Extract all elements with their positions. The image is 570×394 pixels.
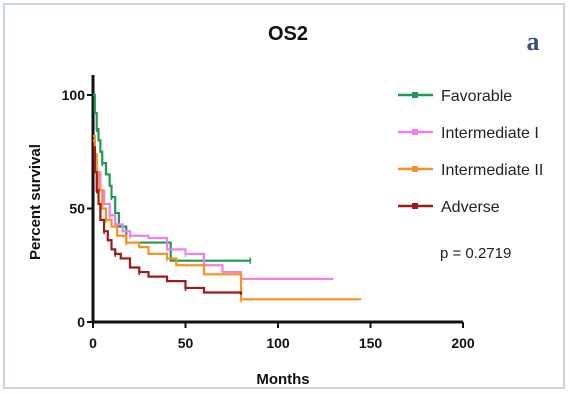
x-axis-label: Months (256, 371, 309, 387)
figure-frame: OS2 a Months Percent survival 0 50 100 150 2… (3, 3, 565, 389)
legend: Favorable Intermediate I Intermediate II Ad… (398, 88, 543, 216)
x-tick-label: 0 (89, 335, 97, 351)
legend-label-0: Favorable (441, 88, 512, 105)
legend-label-3: Adverse (441, 199, 500, 216)
legend-marker-0 (412, 92, 418, 98)
x-tick-label: 50 (178, 335, 194, 351)
y-axis-label: Percent survival (27, 144, 44, 260)
legend-marker-3 (412, 203, 418, 209)
x-tick-label: 200 (451, 335, 475, 351)
p-value-annotation: p = 0.2719 (440, 245, 511, 262)
axes (87, 75, 464, 328)
tick-labels: 0 50 100 150 200 0 50 100 (62, 87, 475, 351)
legend-marker-2 (412, 166, 418, 172)
y-tick-label: 50 (69, 201, 85, 217)
x-tick-label: 150 (359, 335, 383, 351)
survival-curves (93, 93, 362, 303)
legend-label-1: Intermediate I (441, 125, 539, 142)
legend-marker-1 (412, 129, 418, 135)
survival-chart: OS2 a Months Percent survival 0 50 100 150 2… (27, 23, 543, 387)
x-tick-label: 100 (266, 335, 290, 351)
series-line-2 (93, 134, 362, 301)
chart-title: OS2 (268, 23, 308, 45)
legend-label-2: Intermediate II (441, 162, 543, 179)
series-line-1 (93, 139, 334, 280)
panel-label: a (527, 27, 540, 56)
y-tick-label: 0 (77, 314, 85, 330)
y-tick-label: 100 (62, 87, 86, 103)
